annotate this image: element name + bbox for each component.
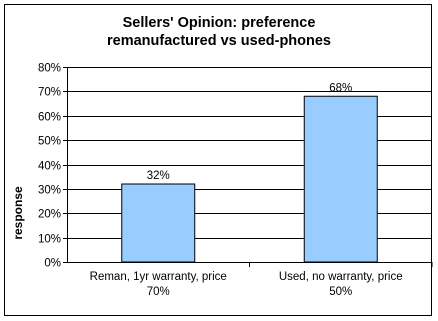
y-tick-label: 60% (38, 112, 61, 124)
x-tick-label: 70% (147, 286, 170, 298)
y-axis-label: response (11, 186, 25, 240)
x-tick-label: Reman, 1yr warranty, price (90, 271, 227, 283)
y-tick-label: 10% (38, 234, 61, 246)
data-label: 32% (147, 170, 170, 182)
y-tick-label: 40% (38, 161, 61, 173)
y-tick-label: 80% (38, 63, 61, 75)
chart-title-line-1: Sellers' Opinion: preference (122, 15, 316, 31)
bars (121, 95, 378, 263)
x-tick-label: 50% (329, 286, 352, 298)
y-tick-label: 50% (38, 136, 61, 148)
chart-title-line-2: remanufactured vs used-phones (107, 33, 331, 49)
labels: 0% 10% 20% 30% 40% 50% 60% 70% 80% 32% Reman, 1yr … (38, 63, 403, 299)
y-tick-label: 70% (38, 87, 61, 99)
chart-title: Sellers' Opinion: preference remanufactu… (5, 14, 433, 50)
x-tick-label: Used, no warranty, price (279, 271, 403, 283)
data-label: 68% (329, 82, 352, 94)
bar (121, 183, 196, 263)
y-tick-label: 0% (44, 258, 61, 270)
bar (303, 95, 378, 263)
y-tick-label: 30% (38, 185, 61, 197)
y-tick-label: 20% (38, 209, 61, 221)
